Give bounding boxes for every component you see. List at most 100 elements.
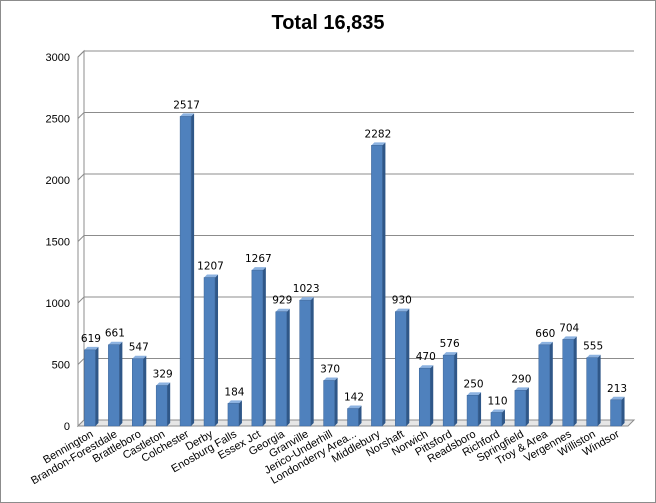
gridline bbox=[77, 50, 634, 58]
bar-top bbox=[323, 377, 338, 381]
bar bbox=[227, 403, 240, 427]
bar-side bbox=[238, 400, 242, 426]
bar bbox=[395, 311, 407, 427]
data-label: 547 bbox=[129, 342, 149, 354]
bar-side bbox=[597, 354, 601, 426]
bar-side bbox=[167, 382, 171, 426]
bar bbox=[299, 299, 311, 427]
bar-side bbox=[621, 396, 625, 426]
bar-side bbox=[310, 297, 314, 426]
bar-top bbox=[180, 113, 195, 117]
bar-top bbox=[443, 352, 458, 356]
bar bbox=[514, 390, 527, 427]
bar-side bbox=[501, 409, 505, 426]
bar-top bbox=[299, 297, 314, 301]
bar-side bbox=[119, 341, 123, 426]
bar-top bbox=[347, 405, 362, 409]
data-label: 213 bbox=[607, 383, 627, 395]
data-label: 1267 bbox=[245, 253, 272, 265]
data-label: 661 bbox=[105, 328, 125, 340]
bar-side bbox=[454, 352, 458, 426]
bar-top bbox=[108, 341, 123, 345]
bar bbox=[275, 311, 288, 427]
bar-top bbox=[490, 409, 505, 413]
bar-side bbox=[143, 355, 147, 426]
bar bbox=[323, 380, 335, 427]
data-label: 290 bbox=[511, 373, 531, 385]
bar-top bbox=[371, 142, 386, 146]
bar bbox=[203, 277, 216, 427]
data-label: 930 bbox=[392, 295, 412, 307]
bar-side bbox=[406, 308, 410, 426]
data-label: 142 bbox=[344, 392, 364, 404]
bar bbox=[538, 344, 551, 427]
y-tick-label: 2000 bbox=[46, 175, 70, 187]
bar bbox=[251, 269, 264, 427]
y-tick-label: 500 bbox=[52, 360, 70, 372]
data-label: 2517 bbox=[173, 99, 200, 111]
data-label: 470 bbox=[416, 351, 436, 363]
bar-side bbox=[286, 308, 290, 426]
bar-top bbox=[586, 354, 601, 358]
bar-top bbox=[467, 392, 482, 396]
bar bbox=[108, 344, 120, 427]
bar-side bbox=[334, 377, 338, 426]
y-tick-label: 2500 bbox=[46, 114, 70, 126]
bar-side bbox=[525, 387, 529, 426]
bar-side bbox=[382, 142, 386, 426]
y-tick-label: 0 bbox=[64, 421, 70, 433]
data-label: 929 bbox=[272, 295, 292, 307]
bar-top bbox=[419, 365, 434, 369]
bar-side bbox=[262, 267, 266, 426]
bar-top bbox=[610, 396, 625, 400]
gridline bbox=[77, 173, 634, 181]
data-label: 2282 bbox=[365, 128, 392, 140]
gridline bbox=[77, 296, 634, 304]
data-label: 619 bbox=[81, 333, 101, 345]
y-tick-label: 1000 bbox=[46, 298, 70, 310]
data-label: 1023 bbox=[293, 283, 320, 295]
data-label: 250 bbox=[464, 378, 484, 390]
bar-top bbox=[204, 274, 219, 278]
bar-side bbox=[95, 346, 99, 426]
gridline bbox=[77, 112, 634, 119]
y-tick-label: 3000 bbox=[46, 52, 70, 64]
bar bbox=[442, 354, 455, 427]
bar-side bbox=[215, 274, 219, 426]
data-label: 660 bbox=[535, 328, 555, 340]
data-label: 704 bbox=[559, 322, 579, 334]
bar-side bbox=[549, 341, 553, 426]
bar bbox=[179, 116, 192, 427]
bar-top bbox=[395, 308, 410, 312]
bar-top bbox=[538, 341, 553, 345]
gridline bbox=[77, 235, 634, 242]
data-label: 329 bbox=[153, 369, 173, 381]
y-tick-label: 1500 bbox=[46, 237, 70, 249]
data-label: 110 bbox=[487, 395, 507, 407]
bar-top bbox=[251, 267, 266, 271]
bar bbox=[347, 408, 359, 427]
bar-top bbox=[84, 346, 99, 350]
bar-top bbox=[156, 382, 171, 386]
bar bbox=[490, 412, 503, 427]
bar bbox=[371, 145, 383, 427]
bar-side bbox=[430, 365, 434, 426]
bar bbox=[586, 357, 598, 427]
bar-top bbox=[227, 400, 242, 404]
data-label: 370 bbox=[320, 363, 340, 375]
bar bbox=[562, 339, 574, 427]
bar bbox=[132, 358, 144, 427]
data-label: 184 bbox=[224, 386, 244, 398]
data-label: 1207 bbox=[197, 261, 224, 273]
bar-side bbox=[573, 336, 577, 426]
chart-title: Total 16,835 bbox=[271, 12, 385, 34]
bar-top bbox=[275, 308, 290, 312]
data-label: 555 bbox=[583, 341, 603, 353]
bar-top bbox=[132, 355, 147, 359]
bar-side bbox=[191, 113, 195, 426]
bar bbox=[418, 367, 431, 427]
bar bbox=[610, 399, 622, 427]
bar-side bbox=[358, 405, 362, 426]
bar bbox=[84, 349, 96, 427]
